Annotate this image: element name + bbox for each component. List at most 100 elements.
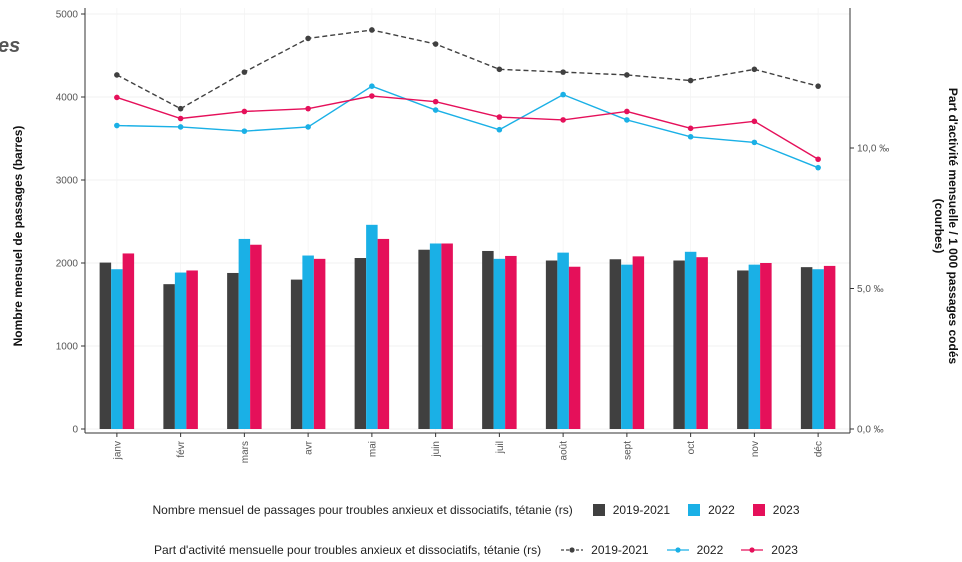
y-right-tick-label-1: 5,0 ‰: [857, 284, 884, 295]
point-2023-mai: [369, 93, 375, 99]
point-2019-2021-nov: [751, 66, 758, 73]
point-2023-juin: [432, 98, 439, 105]
bar-2019-2021-juil: [482, 250, 494, 429]
point-2022-juin: [432, 107, 439, 113]
legend-label-2022: 2022: [708, 503, 735, 517]
x-tick-label-janv: janv: [112, 441, 123, 460]
x-tick-label-mars: mars: [240, 441, 251, 463]
line-2019-2021: [116, 29, 819, 110]
x-tick-label-févr: févr: [176, 440, 187, 457]
y-left-tick-label-4: 4000: [56, 93, 79, 104]
point-2022-août: [560, 91, 566, 98]
point-2022-déc: [815, 164, 821, 171]
point-2022-oct: [687, 133, 694, 140]
point-2019-2021-avr: [305, 35, 311, 42]
legend-swatch-2019: [592, 504, 605, 516]
x-tick-label-déc: déc: [814, 441, 825, 457]
point-2022-nov: [751, 139, 758, 146]
point-2022-avr: [305, 124, 311, 130]
legend-line-label-2023: 2023: [771, 543, 798, 557]
point-2022-mars: [241, 128, 248, 134]
point-2023-avr: [305, 105, 311, 112]
bar-2022-avr: [302, 255, 314, 429]
legend-swatch-2022: [688, 504, 701, 516]
point-2022-sept: [624, 117, 630, 123]
point-2019-2021-janv: [114, 72, 120, 78]
bar-2022-févr: [174, 272, 187, 429]
bar-2023-mai: [377, 238, 390, 429]
point-2019-2021-oct: [687, 77, 694, 84]
cut-off-title: es: [0, 35, 20, 57]
point-2023-oct: [687, 125, 694, 132]
x-tick-label-juin: juin: [431, 441, 442, 458]
legend-lines-item-2022: 2022: [666, 543, 724, 557]
bar-2023-oct: [696, 257, 708, 429]
legend-line-swatch-2023: [741, 547, 764, 553]
bar-2019-2021-déc: [800, 267, 813, 429]
bar-2022-juin: [429, 243, 442, 429]
bar-2022-août: [557, 252, 569, 429]
line-2023: [116, 95, 819, 160]
y-right-tick-label-0: 0,0 ‰: [857, 425, 884, 436]
legend-swatch-2023: [752, 504, 765, 516]
point-2023-déc: [815, 156, 821, 163]
axes: 0 1000 2000 3000 4000 5000 0,0 ‰ 5,0 ‰ 10,0 ‰ jan…: [56, 8, 889, 463]
point-2023-janv: [114, 94, 120, 101]
x-tick-label-nov: nov: [750, 441, 761, 457]
bar-2023-juin: [441, 243, 453, 429]
line-2022: [116, 85, 819, 169]
bar-2023-mars: [250, 244, 262, 429]
point-2023-mars: [241, 108, 248, 115]
bar-2022-oct: [684, 251, 697, 429]
point-2022-juil: [496, 126, 503, 133]
point-2023-févr: [177, 115, 184, 122]
bar-2022-juil: [493, 258, 506, 429]
point-2019-2021-juil: [496, 66, 503, 73]
legend-bars: Nombre mensuel de passages pour troubles…: [0, 503, 962, 517]
y-left-tick-label-3: 3000: [56, 176, 79, 187]
bar-2022-sept: [621, 264, 633, 429]
x-tick-label-oct: oct: [686, 441, 697, 455]
point-2023-août: [560, 117, 566, 123]
legend-line-swatch-2019: [561, 547, 584, 553]
point-2019-2021-mars: [241, 69, 248, 75]
bar-2023-juil: [505, 255, 517, 429]
point-2022-janv: [114, 122, 120, 129]
bar-2023-déc: [823, 265, 836, 429]
y-left-tick-label-2: 2000: [56, 259, 79, 270]
y-right-tick-label-2: 10,0 ‰: [857, 144, 889, 155]
grid: [85, 8, 850, 433]
combo-chart: es 0 1000 2000 3000 4000 5000 0,0 ‰ 5,0 ‰ 10,0 ‰…: [0, 8, 960, 463]
point-2019-2021-mai: [369, 27, 375, 33]
bar-2019-2021-nov: [737, 270, 749, 429]
x-tick-label-mai: mai: [367, 441, 378, 457]
y-axis-left-title: Nombre mensuel de passages (barres): [11, 126, 25, 347]
legend-line-swatch-2022: [666, 547, 689, 553]
bar-2019-2021-mars: [227, 272, 239, 429]
legend-lines-item-2019: 2019-2021: [561, 543, 649, 557]
point-2019-2021-juin: [432, 41, 439, 47]
legend-bars-item-2019: 2019-2021: [592, 503, 670, 517]
legend-lines-title: Part d'activité mensuelle pour troubles …: [154, 543, 542, 557]
x-tick-label-avr: avr: [304, 440, 315, 455]
point-2022-févr: [177, 124, 184, 130]
bar-2022-janv: [111, 269, 123, 429]
legend-lines-item-2023: 2023: [741, 543, 798, 557]
point-2019-2021-août: [560, 69, 566, 75]
bar-2019-2021-sept: [609, 259, 622, 429]
bar-2019-2021-janv: [99, 262, 112, 429]
bar-2022-mars: [238, 238, 251, 429]
bar-2019-2021-mai: [354, 258, 367, 429]
legend-bars-title: Nombre mensuel de passages pour troubles…: [152, 503, 573, 517]
bar-2019-2021-avr: [290, 279, 303, 429]
bar-2023-avr: [313, 258, 326, 429]
legend-bars-item-2023: 2023: [752, 503, 800, 517]
legend-label-2023: 2023: [772, 503, 800, 517]
x-tick-label-sept: sept: [622, 441, 633, 460]
legend-line-label-2022: 2022: [696, 543, 724, 557]
bar-2023-févr: [186, 270, 198, 429]
bar-2022-mai: [366, 224, 378, 429]
bar-2023-sept: [632, 256, 645, 429]
legend-bars-item-2022: 2022: [688, 503, 735, 517]
point-2019-2021-déc: [815, 83, 821, 89]
